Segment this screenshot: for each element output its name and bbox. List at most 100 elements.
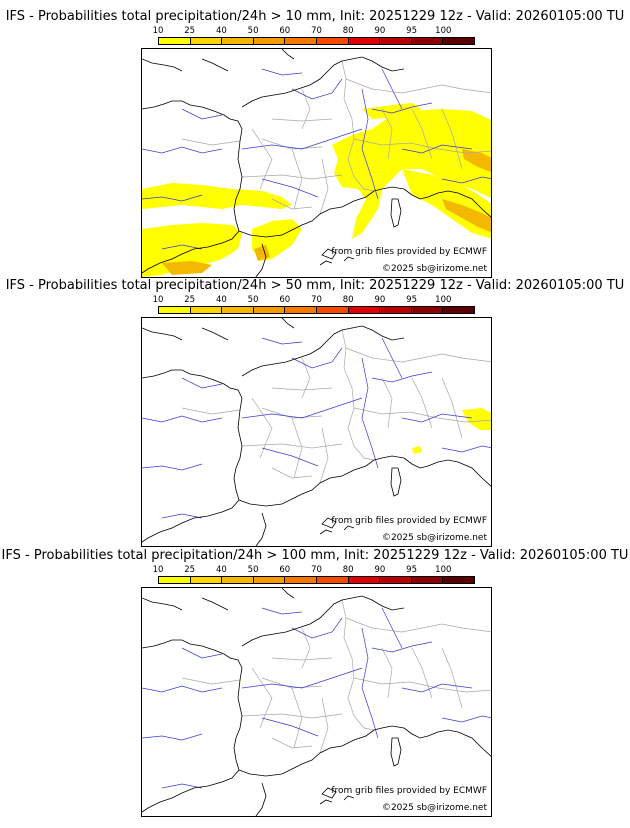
river-line [371,371,433,383]
colorbar-swatch [285,307,317,313]
region-border [271,387,333,391]
coastline [142,499,240,543]
region-border [441,647,463,709]
colorbar-tick-label: 10 [152,565,164,575]
river-line [142,463,203,471]
coastline [341,595,405,611]
colorbar-swatch [222,38,254,44]
colorbar-tick-label: 90 [374,295,386,305]
region-border [261,407,323,419]
coastline [403,457,491,487]
coastline [343,525,355,531]
map-canvas [142,49,491,277]
region-border [441,377,463,439]
colorbar-swatch [443,38,474,44]
colorbar-tick-label: 80 [342,295,354,305]
panel-title: IFS - Probabilities total precipitation/… [5,278,625,293]
river-line [241,128,363,150]
colorbar-tick-label: 25 [184,26,196,36]
colorbar-swatches [158,306,475,314]
river-line [291,78,343,100]
probability-map: from grib files provided by ECMWF ©2025 … [141,317,492,547]
coastline [142,369,243,501]
river-line [161,513,203,519]
colorbar-swatch [348,577,381,583]
colorbar-tick-label: 100 [435,565,452,575]
colorbar-swatch [380,307,412,313]
region-border [241,713,343,719]
river-line [142,685,223,693]
region-border [251,128,273,190]
river-line [161,244,203,250]
colorbar-tick-label: 80 [342,565,354,575]
region-border [411,108,433,160]
region-border [271,118,333,122]
coastline [142,100,243,232]
copyright-credit: ©2025 sb@irizome.net [381,264,487,274]
coastline [403,188,491,218]
coastline [238,455,405,507]
colorbar-tick-label: 90 [374,565,386,575]
coastline [319,260,333,266]
map-panel-100mm: IFS - Probabilities total precipitation/… [0,547,630,817]
region-border [381,377,393,429]
colorbar-tick-label: 10 [152,26,164,36]
colorbar-swatch [253,577,286,583]
coastline [255,782,267,816]
coastline [319,529,333,535]
colorbar-swatch [190,307,223,313]
region-border [345,347,491,363]
precip-area-low [362,103,422,119]
colorbar-tick-label: 50 [247,565,259,575]
colorbar-swatch [190,577,223,583]
precip-area-low [412,446,422,454]
source-credit: from grib files provided by ECMWF [331,516,487,526]
copyright-credit: ©2025 sb@irizome.net [381,533,487,543]
map-panel-50mm: IFS - Probabilities total precipitation/… [0,277,630,547]
river-line [361,627,379,739]
colorbar-tick-label: 50 [247,26,259,36]
coastline [142,769,240,813]
coastline [319,799,333,805]
coastline [403,727,491,757]
region-border [291,417,303,479]
region-border [319,158,329,215]
map-canvas [142,318,491,546]
source-credit: from grib files provided by ECMWF [331,786,487,796]
colorbar-tick-label: 25 [184,295,196,305]
colorbar-swatch [411,38,444,44]
coastline [238,186,405,238]
precip-area-low [332,109,491,239]
coastline [241,599,343,647]
colorbar: 10 25 40 50 60 70 80 90 95 100 [153,295,475,314]
river-line [261,178,319,198]
probability-map: from grib files provided by ECMWF ©2025 … [141,587,492,817]
river-line [181,377,223,389]
precip-area-low [462,408,491,430]
colorbar-tick-label: 60 [279,26,291,36]
region-border [441,108,463,170]
coastline [201,597,229,611]
coastline [390,467,402,497]
coastline [255,243,267,277]
coastline [341,325,405,341]
river-line [381,337,403,379]
colorbar-labels: 10 25 40 50 60 70 80 90 95 100 [153,565,475,575]
river-line [142,733,203,741]
map-canvas [142,588,491,816]
colorbar-tick-label: 70 [311,26,322,36]
coastline [142,58,183,72]
river-line [181,108,223,120]
river-line [142,415,223,423]
coastline [343,795,355,801]
region-border [411,647,433,699]
colorbar-swatch [159,577,191,583]
region-border [181,138,241,146]
region-border [181,407,241,415]
river-line [291,347,343,369]
river-line [371,102,433,114]
coastline [321,787,337,799]
colorbar-tick-label: 80 [342,26,354,36]
colorbar-swatch [443,307,474,313]
coastline [241,60,343,108]
